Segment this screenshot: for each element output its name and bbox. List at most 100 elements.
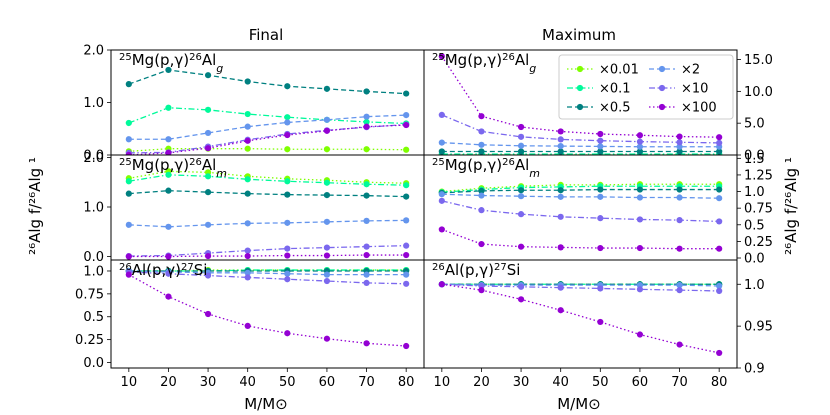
x-tick-label: 50	[592, 375, 609, 390]
data-point	[438, 111, 445, 119]
data-point	[323, 335, 331, 342]
x-axis-label-left: M/M⊙	[244, 395, 288, 413]
data-point	[517, 148, 525, 155]
series-max-mg25-g-x2	[438, 139, 723, 150]
data-point	[636, 138, 644, 145]
data-point	[557, 284, 564, 291]
x-tick-label: 60	[632, 375, 649, 390]
data-point	[517, 123, 525, 131]
legend-item: ×100	[649, 101, 717, 116]
y-tick-label: 1.0	[744, 278, 765, 293]
data-point	[363, 113, 370, 120]
data-point	[478, 192, 485, 199]
title-final: Final	[249, 26, 284, 44]
data-point	[716, 139, 723, 147]
x-tick-label: 10	[121, 375, 138, 390]
data-point	[557, 136, 564, 143]
y-tick-label: 0.25	[75, 333, 104, 348]
legend-marker	[576, 65, 584, 73]
data-point	[403, 251, 410, 259]
series-line	[128, 219, 407, 228]
series-max-mg25-m-x2	[438, 191, 723, 202]
series-final-mg25-m-x100	[125, 251, 410, 260]
series-line	[128, 274, 407, 347]
data-point	[517, 142, 525, 149]
x-tick-label: 40	[239, 375, 256, 390]
data-point	[125, 178, 132, 185]
y-tick-label: 0.25	[744, 235, 773, 250]
series-final-mg25-m-x0.5	[125, 187, 410, 200]
x-tick-label: 30	[200, 375, 217, 390]
data-point	[323, 277, 331, 285]
legend-label: ×0.5	[599, 101, 631, 116]
panel-final-mg25-m: 0.0 1.0 2.0 25Mg(p,γ)26Alm	[83, 151, 410, 265]
y-tick-label: 1.5	[744, 152, 765, 167]
x-tick-label: 20	[473, 375, 490, 390]
x-tick-label: 60	[319, 375, 336, 390]
series-line	[441, 283, 720, 292]
data-point	[244, 176, 251, 183]
y-tick-label: 1.0	[83, 96, 104, 111]
data-point	[716, 195, 723, 202]
x-tick-label: 40	[552, 375, 569, 390]
data-point	[125, 253, 132, 260]
legend: ×0.01 ×0.1 ×0.5 ×2 ×10 ×100	[558, 54, 734, 120]
data-point	[284, 146, 291, 153]
data-point	[636, 132, 644, 139]
data-point	[597, 143, 604, 150]
data-point	[517, 193, 525, 200]
series-line	[441, 193, 720, 199]
series-line	[128, 107, 407, 125]
data-point	[403, 271, 410, 278]
data-point	[284, 114, 291, 121]
data-point	[478, 128, 485, 135]
data-point	[323, 244, 331, 251]
series-line	[441, 283, 720, 287]
data-point	[676, 133, 683, 140]
series-final-mg25-g-x2	[125, 112, 410, 143]
data-point	[165, 66, 172, 74]
y-tick-label: 0.75	[75, 287, 104, 302]
data-point	[676, 282, 683, 289]
panel-label-final-al26-si: 26Al(p,γ)27Si	[119, 261, 207, 279]
data-point	[284, 131, 291, 139]
data-point	[284, 119, 291, 126]
series-line	[128, 174, 407, 186]
series-final-mg25-g-x0.01	[125, 145, 410, 155]
data-point	[204, 221, 212, 228]
data-point	[244, 322, 251, 329]
series-line	[128, 190, 407, 198]
x-tick-label: 50	[279, 375, 296, 390]
series-line	[441, 185, 720, 193]
y-axis-label-left: ²⁶Alg f/²⁶Alg ¹	[26, 157, 44, 255]
x-tick-label: 80	[398, 375, 415, 390]
data-point	[636, 216, 644, 223]
data-point	[438, 226, 445, 233]
data-point	[636, 148, 644, 155]
legend-box	[558, 54, 734, 120]
data-point	[363, 123, 370, 130]
data-point	[244, 145, 251, 152]
legend-item: ×0.01	[567, 63, 639, 78]
data-point	[165, 149, 172, 155]
data-point	[244, 252, 251, 260]
data-point	[403, 280, 410, 287]
y-tick-label: 1.0	[744, 185, 765, 200]
y-tick-label: 1.0	[83, 264, 104, 279]
series-max-mg25-g-x0.5	[438, 148, 723, 155]
data-point	[284, 245, 291, 252]
data-point	[676, 341, 683, 348]
series-line	[128, 124, 407, 155]
data-point	[597, 148, 604, 155]
data-point	[597, 215, 604, 222]
legend-item: ×0.5	[567, 101, 631, 116]
series-final-mg25-g-x0.5	[125, 66, 410, 97]
series-line	[441, 200, 720, 223]
series-line	[441, 188, 720, 194]
series-line	[441, 141, 720, 148]
data-point	[597, 137, 604, 144]
series-final-mg25-m-x2	[125, 217, 410, 230]
data-point	[363, 88, 370, 95]
data-point	[478, 113, 485, 120]
y-tick-label: 0.75	[744, 202, 773, 217]
